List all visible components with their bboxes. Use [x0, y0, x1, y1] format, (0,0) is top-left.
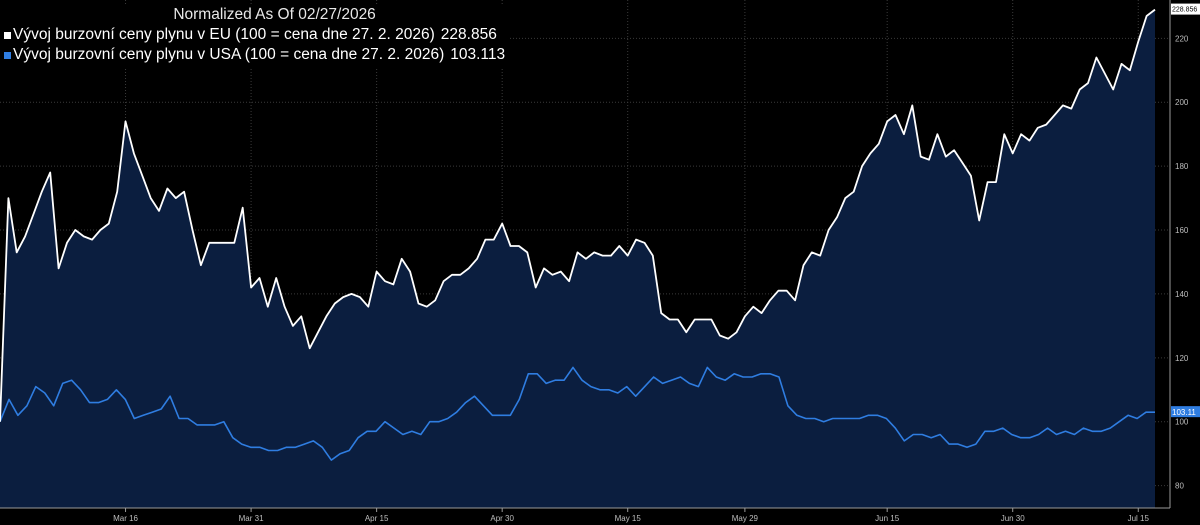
x-tick-label-7: Jun 30 — [1001, 514, 1026, 523]
x-tick-label-5: May 29 — [732, 514, 759, 523]
y-tick-label-180: 180 — [1175, 162, 1189, 171]
legend-label-usa: Vývoj burzovní ceny plynu v USA (100 = c… — [13, 46, 445, 63]
last-label-bg-eu — [1171, 3, 1200, 15]
x-tick-label-6: Jun 15 — [875, 514, 900, 523]
legend-entry-eu: Vývoj burzovní ceny plynu v EU (100 = ce… — [4, 25, 505, 45]
x-tick-label-4: May 15 — [615, 514, 642, 523]
x-tick-label-2: Apr 15 — [365, 514, 389, 523]
x-tick-label-3: Apr 30 — [490, 514, 514, 523]
last-label-bg-usa — [1171, 406, 1200, 418]
y-tick-label-80: 80 — [1175, 482, 1184, 491]
legend-swatch-usa — [4, 51, 11, 59]
last-label-usa: 103.11 — [1172, 408, 1196, 417]
y-tick-label-220: 220 — [1175, 34, 1189, 43]
axes — [0, 0, 1171, 512]
x-tick-label-1: Mar 31 — [239, 514, 264, 523]
legend-swatch-eu — [4, 31, 11, 39]
y-tick-label-100: 100 — [1175, 418, 1189, 427]
x-tick-label-8: Jul 15 — [1128, 514, 1150, 523]
legend-entry-usa: Vývoj burzovní ceny plynu v USA (100 = c… — [4, 45, 505, 65]
y-tick-label-160: 160 — [1175, 226, 1189, 235]
area-eu — [0, 9, 1155, 508]
y-tick-label-120: 120 — [1175, 354, 1189, 363]
line-usa — [0, 366, 1155, 461]
legend-label-eu: Vývoj burzovní ceny plynu v EU (100 = ce… — [13, 26, 435, 43]
y-axis-labels: 80 100 120 140 160 180 200 220 — [1175, 34, 1189, 490]
x-axis-labels: Mar 16 Mar 31 Apr 15 Apr 30 May 15 May 29 Jun … — [113, 514, 1150, 523]
series-areas — [0, 9, 1155, 508]
last-value-labels: 228.856 103.11 — [1171, 3, 1200, 418]
legend-value-eu: 228.856 — [440, 26, 497, 43]
series-lines — [0, 8, 1156, 461]
last-label-eu: 228.856 — [1172, 7, 1197, 14]
chart-title: Normalized As Of 02/27/2026 — [173, 6, 376, 23]
line-eu — [0, 8, 1156, 422]
legend-value-usa: 103.113 — [450, 46, 506, 63]
chart-legend: Normalized As Of 02/27/2026 Vývoj burzov… — [0, 5, 510, 67]
x-tick-label-0: Mar 16 — [113, 514, 138, 523]
y-tick-label-200: 200 — [1175, 98, 1189, 107]
y-tick-label-140: 140 — [1175, 290, 1189, 299]
